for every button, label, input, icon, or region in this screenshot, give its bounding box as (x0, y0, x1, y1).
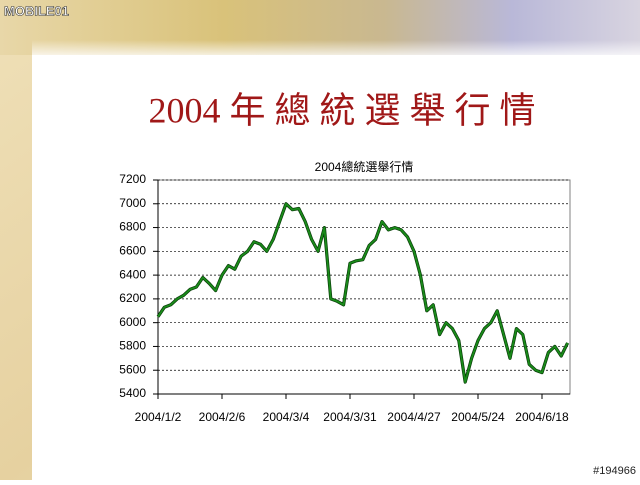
x-tick-label: 2004/2/6 (199, 410, 246, 424)
y-tick-label: 6000 (119, 315, 146, 329)
banner-fade (32, 40, 640, 60)
y-tick-label: 5400 (119, 386, 146, 400)
y-tick-label: 7200 (119, 172, 146, 186)
x-tick-label: 2004/5/24 (451, 410, 505, 424)
y-tick-label: 7000 (119, 196, 146, 210)
logo: MOBILE01 (4, 3, 69, 18)
y-tick-label: 6400 (119, 267, 146, 281)
watermark: #194966 (593, 465, 636, 477)
x-tick-label: 2004/4/27 (387, 410, 441, 424)
y-tick-label: 5600 (119, 362, 146, 376)
y-tick-label: 5800 (119, 339, 146, 353)
y-tick-label: 6800 (119, 220, 146, 234)
line (157, 202, 569, 383)
x-tick-label: 2004/3/31 (323, 410, 377, 424)
y-tick-label: 6200 (119, 291, 146, 305)
x-tick-label: 2004/3/4 (263, 410, 310, 424)
slide-title: 2004 年 總 統 選 舉 行 情 (148, 90, 535, 130)
x-tick-label: 2004/1/2 (135, 410, 182, 424)
x-tick-label: 2004/6/18 (515, 410, 569, 424)
plot-area (157, 179, 571, 395)
chart-title: 2004總統選舉行情 (315, 159, 414, 174)
y-tick-label: 6600 (119, 244, 146, 258)
